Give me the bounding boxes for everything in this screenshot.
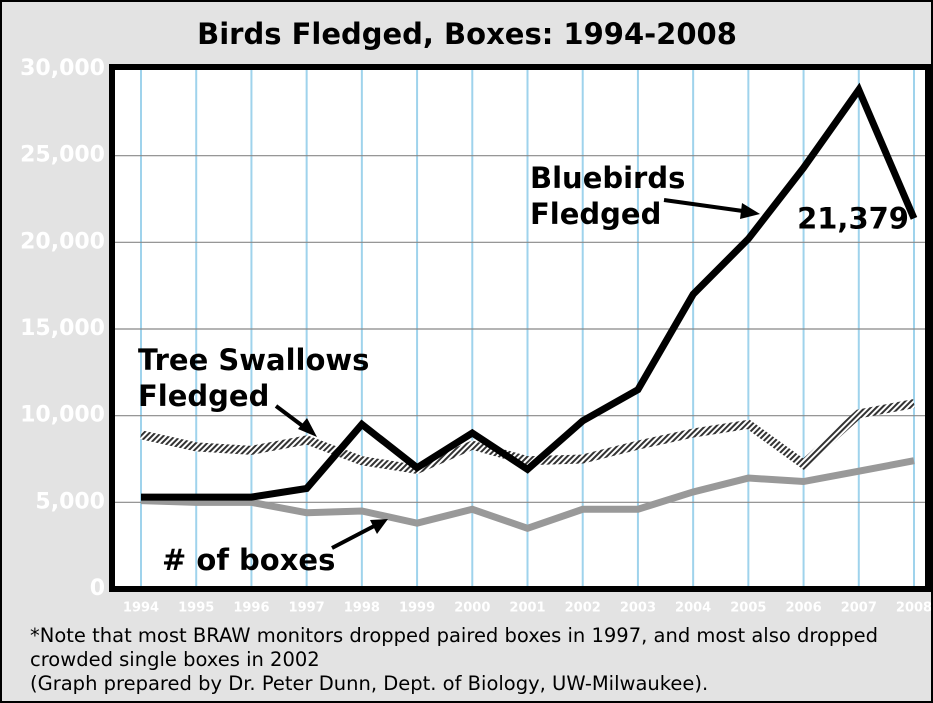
y-tick-label: 10,000 xyxy=(20,403,105,428)
x-tick-label: 2004 xyxy=(675,601,711,616)
x-tick-label: 1997 xyxy=(289,601,325,616)
x-tick-label: 2000 xyxy=(454,601,490,616)
swallows-label: Tree Swallows Fledged xyxy=(138,343,370,413)
x-tick-label: 2003 xyxy=(620,601,656,616)
x-tick-label: 2005 xyxy=(730,601,766,616)
credit: (Graph prepared by Dr. Peter Dunn, Dept.… xyxy=(30,672,709,695)
x-tick-label: 1996 xyxy=(233,601,269,616)
value-label: 21,379 xyxy=(797,201,909,235)
boxes-label: # of boxes xyxy=(162,543,336,577)
x-tick-label: 1998 xyxy=(344,601,380,616)
y-tick-label: 25,000 xyxy=(20,143,105,168)
x-tick-label: 2001 xyxy=(509,601,545,616)
x-tick-label: 2002 xyxy=(565,601,601,616)
y-tick-label: 0 xyxy=(90,576,105,601)
y-tick-label: 30,000 xyxy=(20,56,105,81)
series-line xyxy=(140,399,915,475)
plot-area xyxy=(112,67,928,589)
x-tick-label: 1999 xyxy=(399,601,435,616)
note: *Note that most BRAW monitors dropped pa… xyxy=(30,624,879,671)
bluebirds-label: Bluebirds Fledged xyxy=(530,161,686,231)
x-tick-label: 2008 xyxy=(896,601,931,616)
y-tick-label: 5,000 xyxy=(35,489,105,514)
y-tick-label: 20,000 xyxy=(20,229,105,254)
series-line xyxy=(140,457,915,533)
series-line xyxy=(141,82,918,501)
y-tick-label: 15,000 xyxy=(20,316,105,341)
plot-border xyxy=(109,64,931,592)
chart-title: Birds Fledged, Boxes: 1994-2008 xyxy=(197,17,737,51)
x-tick-label: 1994 xyxy=(123,601,159,616)
x-tick-label: 1995 xyxy=(178,601,214,616)
x-tick-label: 2006 xyxy=(785,601,821,616)
arrows xyxy=(274,198,760,550)
x-tick-label: 2007 xyxy=(841,601,877,616)
